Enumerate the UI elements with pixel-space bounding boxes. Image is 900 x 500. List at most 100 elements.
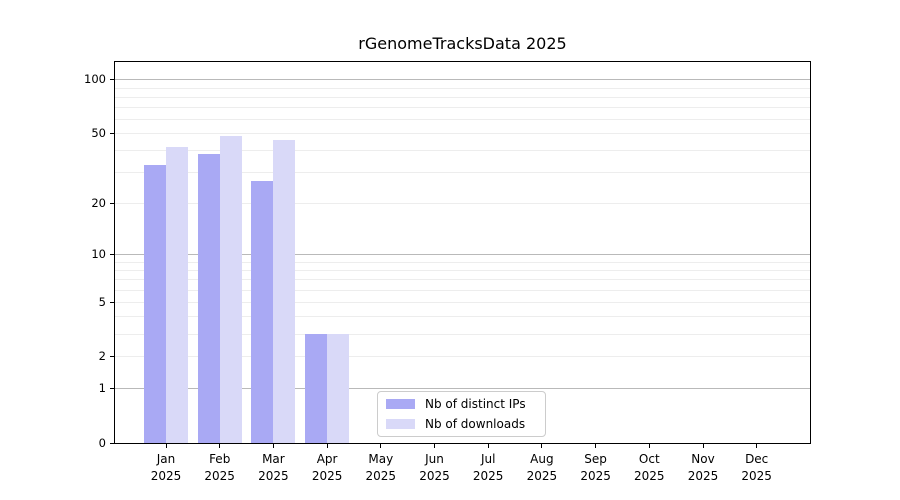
y-tick-mark xyxy=(110,301,114,303)
x-tick-year: 2025 xyxy=(741,469,772,483)
bar-distinct-ips-apr xyxy=(305,333,328,443)
x-tick-mark xyxy=(326,444,328,448)
legend-label-distinct-ips: Nb of distinct IPs xyxy=(425,397,526,411)
y-tick-label: 10 xyxy=(91,247,106,262)
x-tick-label-oct: Oct 2025 xyxy=(619,451,679,485)
x-tick-year: 2025 xyxy=(258,469,289,483)
gridline-minor xyxy=(115,172,810,174)
x-tick-mark xyxy=(272,444,274,448)
x-tick-label-jan: Jan 2025 xyxy=(136,451,196,485)
x-tick-year: 2025 xyxy=(150,469,182,483)
bar-downloads-feb xyxy=(219,136,242,443)
x-tick-mark xyxy=(487,444,489,448)
legend-entry-distinct-ips: Nb of distinct IPs xyxy=(386,394,537,414)
legend-swatch-downloads xyxy=(386,419,415,429)
bar-downloads-mar xyxy=(273,139,296,443)
y-tick-label: 0 xyxy=(98,436,106,450)
x-tick-year: 2025 xyxy=(204,469,235,483)
x-tick-year: 2025 xyxy=(687,469,719,483)
y-tick-mark xyxy=(110,356,114,358)
x-tick-mark xyxy=(165,444,167,448)
x-tick-mark xyxy=(756,444,758,448)
x-tick-month: May xyxy=(368,452,394,466)
x-tick-year: 2025 xyxy=(365,469,397,483)
legend-entry-downloads: Nb of downloads xyxy=(386,414,537,434)
x-tick-year: 2025 xyxy=(311,469,343,483)
x-tick-mark xyxy=(648,444,650,448)
legend-label-downloads: Nb of downloads xyxy=(425,417,526,431)
gridline-minor xyxy=(115,119,810,121)
y-tick-mark xyxy=(110,79,114,81)
gridline-minor xyxy=(115,333,810,335)
x-tick-month: Apr xyxy=(316,452,338,466)
x-tick-month: Feb xyxy=(209,452,231,466)
x-tick-year: 2025 xyxy=(419,469,450,483)
y-tick-label: 100 xyxy=(84,72,106,87)
x-tick-label-jul: Jul 2025 xyxy=(458,451,518,485)
gridline-minor xyxy=(115,107,810,109)
y-tick-mark xyxy=(110,254,114,256)
x-tick-mark xyxy=(541,444,543,448)
gridline-minor xyxy=(115,279,810,281)
x-tick-mark xyxy=(380,444,382,448)
x-tick-label-nov: Nov 2025 xyxy=(673,451,733,485)
bar-downloads-apr xyxy=(327,333,350,443)
legend-swatch-distinct-ips xyxy=(386,399,415,409)
gridline-major xyxy=(115,388,810,390)
y-tick-mark xyxy=(110,388,114,390)
gridline-minor xyxy=(115,133,810,135)
y-tick-label: 20 xyxy=(91,196,106,211)
x-tick-label-dec: Dec 2025 xyxy=(727,451,787,485)
y-tick-mark xyxy=(110,443,114,444)
x-tick-label-jun: Jun 2025 xyxy=(405,451,465,485)
x-tick-label-may: May 2025 xyxy=(351,451,411,485)
x-tick-month: Dec xyxy=(745,452,769,466)
y-tick-label: 1 xyxy=(98,381,106,396)
y-tick-mark xyxy=(110,203,114,205)
x-tick-month: Nov xyxy=(691,452,715,466)
gridline-minor xyxy=(115,203,810,205)
y-tick-label: 2 xyxy=(98,349,106,364)
x-tick-label-apr: Apr 2025 xyxy=(297,451,357,485)
plot-area xyxy=(114,61,811,444)
gridline-minor xyxy=(115,316,810,318)
chart-title: rGenomeTracksData 2025 xyxy=(358,34,567,53)
x-tick-month: Jul xyxy=(480,452,496,466)
x-tick-label-sep: Sep 2025 xyxy=(566,451,626,485)
bar-distinct-ips-mar xyxy=(251,180,274,443)
x-tick-year: 2025 xyxy=(580,469,611,483)
legend: Nb of distinct IPs Nb of downloads xyxy=(377,391,546,437)
x-tick-mark xyxy=(595,444,597,448)
y-tick-label: 50 xyxy=(91,126,106,141)
x-tick-mark xyxy=(434,444,435,448)
x-tick-month: Sep xyxy=(584,452,607,466)
x-tick-month: Aug xyxy=(530,452,554,466)
bar-distinct-ips-jan xyxy=(144,165,166,443)
gridline-minor xyxy=(115,269,810,271)
gridline-major xyxy=(115,254,810,256)
y-tick-mark xyxy=(110,133,114,135)
x-tick-label-aug: Aug 2025 xyxy=(512,451,572,485)
gridline-minor xyxy=(115,87,810,89)
bar-downloads-jan xyxy=(166,146,188,443)
x-tick-label-mar: Mar 2025 xyxy=(243,451,303,485)
gridline-minor xyxy=(115,301,810,303)
x-tick-month: Mar xyxy=(262,452,285,466)
gridline-minor xyxy=(115,96,810,98)
x-tick-label-feb: Feb 2025 xyxy=(190,451,250,485)
gridline-minor xyxy=(115,356,810,358)
x-tick-year: 2025 xyxy=(634,469,665,483)
x-tick-month: Oct xyxy=(638,452,660,466)
gridline-major xyxy=(115,79,810,81)
x-tick-year: 2025 xyxy=(472,469,504,483)
bar-distinct-ips-feb xyxy=(197,154,220,443)
x-tick-year: 2025 xyxy=(526,469,558,483)
x-tick-mark xyxy=(702,444,704,448)
x-tick-mark xyxy=(219,444,221,448)
x-tick-month: Jun xyxy=(425,452,444,466)
gridline-minor xyxy=(115,261,810,263)
y-tick-label: 5 xyxy=(98,294,106,309)
gridline-minor xyxy=(115,289,810,291)
gridline-minor xyxy=(115,150,810,152)
